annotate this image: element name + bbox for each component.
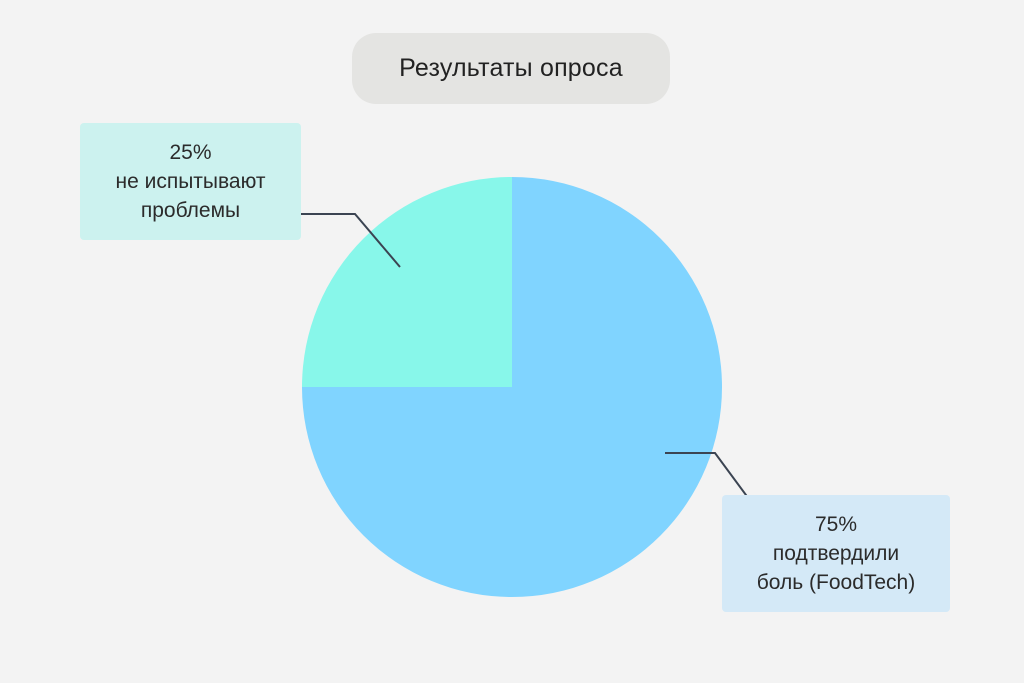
callout-minor-percent: 25% xyxy=(169,141,212,164)
callout-major-line2: боль (FoodTech) xyxy=(756,571,916,594)
callout-minor-line1: не испытывают xyxy=(115,170,266,193)
callout-minor-line2: проблемы xyxy=(140,199,241,222)
callout-major-percent: 75% xyxy=(814,513,858,536)
pie-slices xyxy=(302,177,722,597)
leader-major-line xyxy=(665,452,761,515)
pie-slice-minor xyxy=(302,177,512,387)
leader-minor-line xyxy=(285,213,401,268)
callout-minor: 25% не испытывают проблемы xyxy=(80,123,301,240)
callout-major-line1: подтвердили xyxy=(772,542,900,565)
callout-major: 75% подтвердили боль (FoodTech) xyxy=(722,495,950,612)
chart-title: Результаты опроса xyxy=(352,33,670,104)
